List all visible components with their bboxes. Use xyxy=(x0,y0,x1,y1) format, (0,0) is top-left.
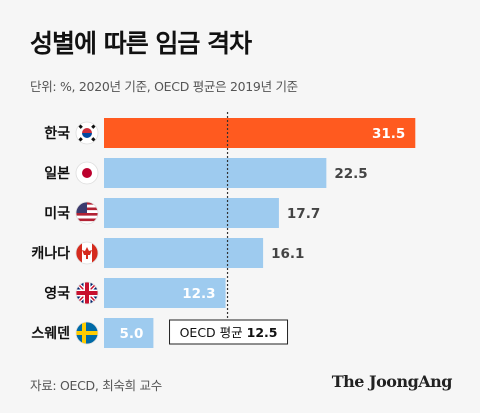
usa-flag-icon xyxy=(75,201,99,225)
chart-title: 성별에 따른 임금 격차 xyxy=(30,29,252,58)
brand-logo: The JoongAng xyxy=(331,372,453,391)
bar-5 xyxy=(104,318,154,348)
sweden-flag-icon xyxy=(75,321,99,345)
japan-flag-icon xyxy=(75,161,99,185)
bar-3 xyxy=(104,238,264,268)
category-label: 미국 xyxy=(44,206,70,222)
value-label: 5.0 xyxy=(119,326,143,342)
canada-flag-icon xyxy=(75,241,99,265)
chart-subtitle: 단위: %, 2020년 기준, OECD 평균은 2019년 기준 xyxy=(30,79,298,94)
value-label: 31.5 xyxy=(372,126,405,142)
oecd-average-label: OECD 평균 12.5 xyxy=(180,325,278,340)
bar-0 xyxy=(104,118,416,148)
category-label: 캐나다 xyxy=(31,246,70,262)
value-label: 12.3 xyxy=(182,286,215,302)
source-note: 자료: OECD, 최숙희 교수 xyxy=(30,378,162,393)
bar-4 xyxy=(104,278,226,308)
south-korea-flag-icon xyxy=(75,121,99,145)
category-label: 일본 xyxy=(44,166,70,182)
bar-2 xyxy=(104,198,279,228)
category-label: 영국 xyxy=(44,285,70,302)
value-label: 16.1 xyxy=(271,246,304,262)
oecd-average-box xyxy=(169,319,289,345)
value-label: 22.5 xyxy=(334,166,367,182)
category-label: 한국 xyxy=(44,126,70,142)
bar-1 xyxy=(104,158,327,188)
value-label: 17.7 xyxy=(287,206,320,222)
uk-flag-icon xyxy=(75,281,99,305)
category-label: 스웨덴 xyxy=(31,326,70,342)
